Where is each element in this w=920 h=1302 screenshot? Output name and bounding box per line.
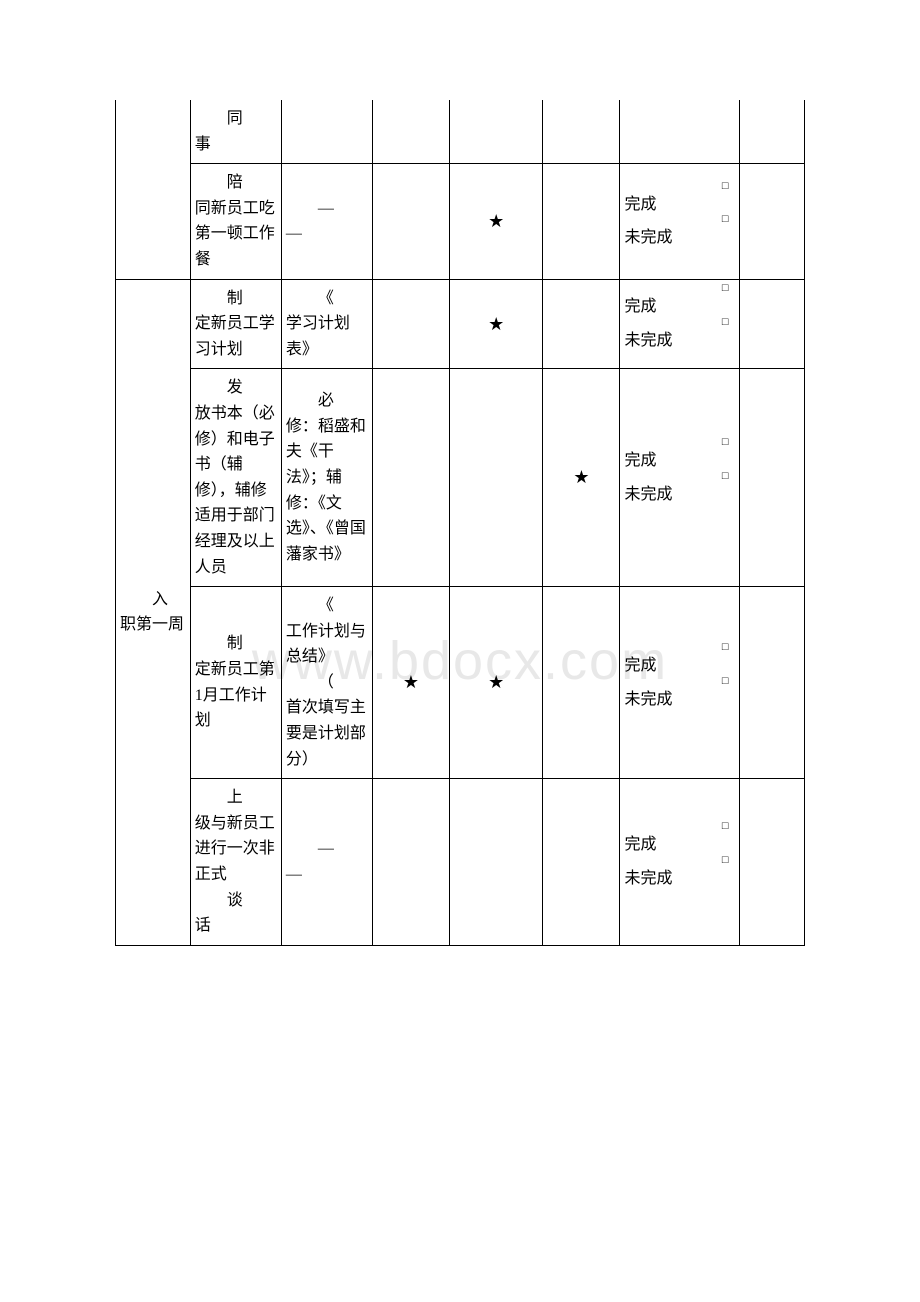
star-cell-3 bbox=[543, 779, 620, 946]
star-cell-3 bbox=[543, 164, 620, 279]
task-cell: 上级与新员工进行一次非正式 谈话 bbox=[190, 779, 281, 946]
tool-cell: 《学习计划表》 bbox=[281, 279, 372, 369]
task-cell: 发放书本（必修）和电子书（辅修），辅修适用于部门经理及以上人员 bbox=[190, 369, 281, 587]
checkbox-icon: □ bbox=[722, 468, 729, 486]
note-cell bbox=[739, 279, 804, 369]
task-cell: 同事 bbox=[190, 100, 281, 164]
star-cell-2: ★ bbox=[449, 587, 542, 779]
tool-cell bbox=[281, 100, 372, 164]
checkbox-icon: □ bbox=[722, 280, 729, 298]
status-cell: □完成 □未完成 bbox=[620, 279, 739, 369]
star-cell-1 bbox=[372, 369, 449, 587]
star-cell-1 bbox=[372, 100, 449, 164]
status-cell: □完成 □未完成 bbox=[620, 587, 739, 779]
star-cell-1 bbox=[372, 279, 449, 369]
status-cell: □完成 □未完成 bbox=[620, 164, 739, 279]
star-cell-1 bbox=[372, 164, 449, 279]
note-cell bbox=[739, 100, 804, 164]
star-cell-3 bbox=[543, 100, 620, 164]
table-row: 陪同新员工吃第一顿工作餐 —— ★ □完成 □未完成 bbox=[116, 164, 805, 279]
star-cell-2: ★ bbox=[449, 279, 542, 369]
checkbox-icon: □ bbox=[722, 211, 729, 229]
task-cell: 陪同新员工吃第一顿工作餐 bbox=[190, 164, 281, 279]
checkbox-icon: □ bbox=[722, 434, 729, 452]
star-cell-3 bbox=[543, 587, 620, 779]
task-cell: 制定新员工第1月工作计划 bbox=[190, 587, 281, 779]
status-cell bbox=[620, 100, 739, 164]
note-cell bbox=[739, 587, 804, 779]
onboarding-table: 同事 陪同新员工吃第一顿工作餐 —— ★ □完成 □未完成 bbox=[115, 100, 805, 946]
star-cell-2 bbox=[449, 779, 542, 946]
table-row: 入职第一周 制定新员工学习计划 《学习计划表》 ★ □完成 □未完成 bbox=[116, 279, 805, 369]
star-cell-2 bbox=[449, 100, 542, 164]
checkbox-icon: □ bbox=[722, 818, 729, 836]
tool-cell: —— bbox=[281, 779, 372, 946]
star-cell-3 bbox=[543, 279, 620, 369]
star-cell-1 bbox=[372, 779, 449, 946]
tool-cell: —— bbox=[281, 164, 372, 279]
checkbox-icon: □ bbox=[722, 673, 729, 691]
table-row: 同事 bbox=[116, 100, 805, 164]
period-cell: 入职第一周 bbox=[116, 279, 191, 945]
star-cell-2: ★ bbox=[449, 164, 542, 279]
table-row: 上级与新员工进行一次非正式 谈话 —— □完成 □未完成 bbox=[116, 779, 805, 946]
status-cell: □完成 □未完成 bbox=[620, 369, 739, 587]
table-row: 制定新员工第1月工作计划 《工作计划与总结》 （首次填写主要是计划部分） ★ ★… bbox=[116, 587, 805, 779]
checkbox-icon: □ bbox=[722, 314, 729, 332]
note-cell bbox=[739, 164, 804, 279]
star-cell-2 bbox=[449, 369, 542, 587]
checkbox-icon: □ bbox=[722, 178, 729, 196]
checkbox-icon: □ bbox=[722, 852, 729, 870]
star-cell-3: ★ bbox=[543, 369, 620, 587]
note-cell bbox=[739, 369, 804, 587]
period-cell bbox=[116, 100, 191, 279]
tool-cell: 必修：稻盛和夫《干法》；辅修：《文选》、《曾国藩家书》 bbox=[281, 369, 372, 587]
status-cell: □完成 □未完成 bbox=[620, 779, 739, 946]
table-row: 发放书本（必修）和电子书（辅修），辅修适用于部门经理及以上人员 必修：稻盛和夫《… bbox=[116, 369, 805, 587]
task-cell: 制定新员工学习计划 bbox=[190, 279, 281, 369]
checkbox-icon: □ bbox=[722, 639, 729, 657]
note-cell bbox=[739, 779, 804, 946]
star-cell-1: ★ bbox=[372, 587, 449, 779]
tool-cell: 《工作计划与总结》 （首次填写主要是计划部分） bbox=[281, 587, 372, 779]
